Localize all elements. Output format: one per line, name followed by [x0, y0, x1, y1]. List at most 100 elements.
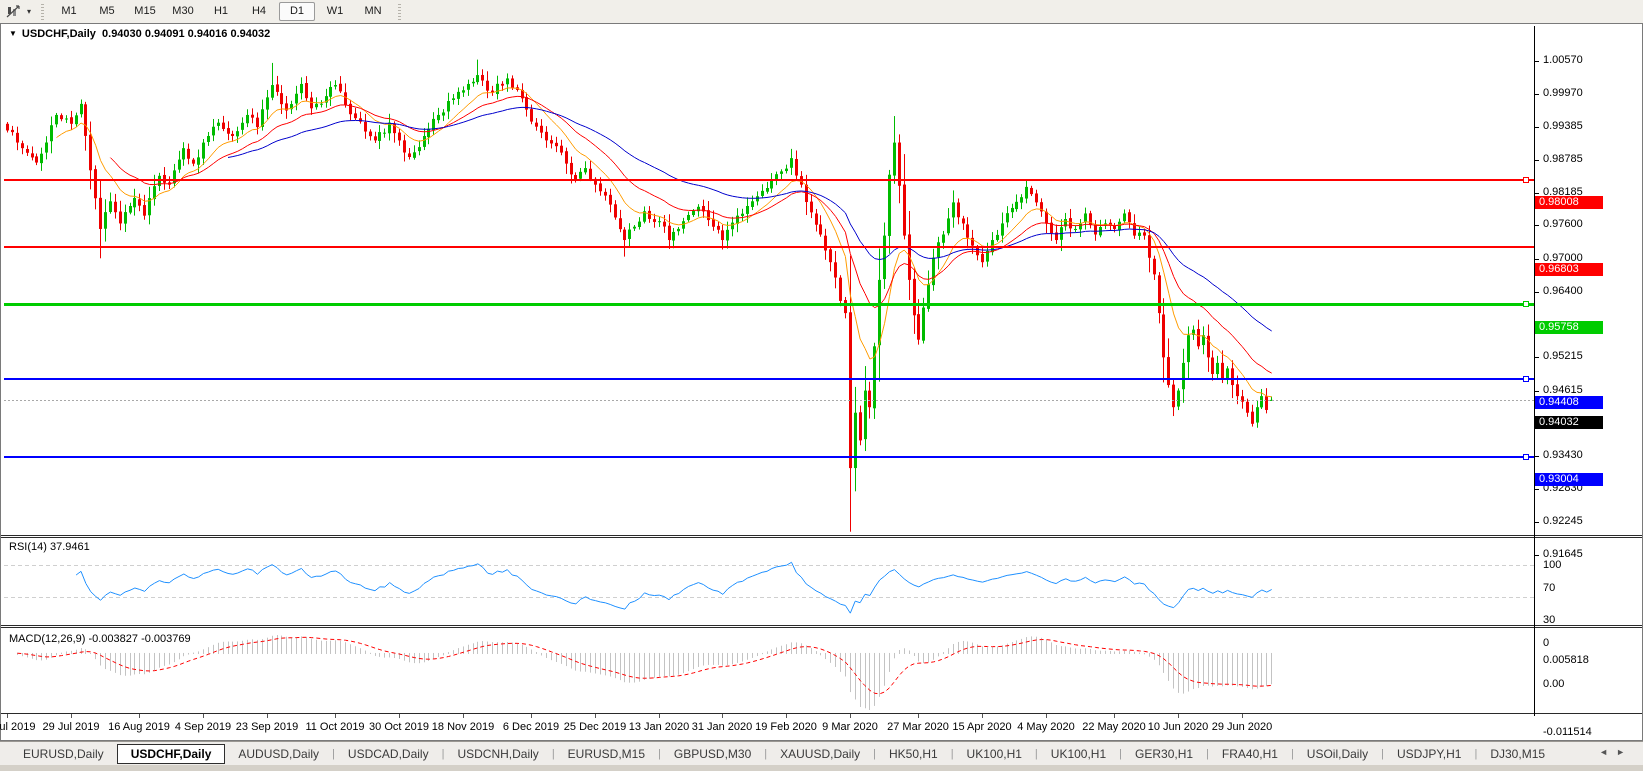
date-axis-tick-mark: [139, 714, 140, 718]
date-axis-label: 30 Oct 2019: [369, 721, 429, 733]
tab-separator: |: [1381, 747, 1384, 760]
price-line-badge: 0.95758: [1535, 321, 1603, 334]
date-axis-tick-mark: [267, 714, 268, 718]
price-axis-tick: 0.95215: [1543, 350, 1583, 362]
price-axis-tick-mark: [1534, 456, 1539, 457]
price-axis-tick-mark: [1534, 193, 1539, 194]
date-axis-label: 23 Sep 2019: [235, 721, 299, 733]
rsi-axis-label: 70: [1543, 582, 1556, 594]
chart-ohlc-values: 0.94030 0.94091 0.94016 0.94032: [102, 28, 271, 40]
rsi-axis-label: 100: [1543, 559, 1562, 571]
date-axis-tick-mark: [918, 714, 919, 718]
charts-toolbar-icon-glyph: [6, 4, 20, 17]
chart-tab-USDCHF-Daily[interactable]: USDCHF,Daily: [116, 743, 226, 764]
macd-axis-label: -0.011514: [1543, 726, 1592, 738]
price-axis-tick-mark: [1534, 489, 1539, 490]
chart-tab-UK100-H1[interactable]: UK100,H1: [966, 746, 1022, 761]
chart-tab-USDCAD-Daily[interactable]: USDCAD,Daily: [347, 746, 429, 761]
date-axis-label: 22 May 2020: [1082, 721, 1146, 733]
chart-tab-GER30-H1[interactable]: GER30,H1: [1135, 746, 1194, 761]
date-axis-label: 29 Jun 2020: [1211, 721, 1273, 733]
chart-title: ▼ USDCHF,Daily 0.94030 0.94091 0.94016 0.…: [9, 28, 270, 40]
price-axis-tick: 0.98785: [1543, 153, 1583, 165]
date-axis-label: 25 Dec 2019: [563, 721, 627, 733]
timeframe-button-H1[interactable]: H1: [213, 5, 229, 17]
price-axis-tick-mark: [1534, 160, 1539, 161]
tab-scroll-left-icon[interactable]: ◄: [1599, 747, 1617, 757]
chart-symbol: USDCHF,Daily: [21, 28, 96, 40]
chart-tab-GBPUSD-M30[interactable]: GBPUSD,M30: [673, 746, 752, 761]
price-axis-tick: 0.96400: [1543, 285, 1583, 297]
tab-separator: |: [658, 747, 661, 760]
panel-separator[interactable]: [1, 535, 1642, 538]
price-axis-tick: 1.00570: [1543, 54, 1583, 66]
chart-tab-FRA40-H1[interactable]: FRA40,H1: [1221, 746, 1278, 761]
date-axis-label: 4 May 2020: [1017, 721, 1075, 733]
date-axis-tick-mark: [1178, 714, 1179, 718]
chart-tab-UK100-H1[interactable]: UK100,H1: [1050, 746, 1107, 761]
price-axis-tick-mark: [1534, 555, 1539, 556]
date-axis-tick-mark: [203, 714, 204, 718]
timeframe-button-M30[interactable]: M30: [172, 5, 194, 17]
timeframe-button-group: M1 M5 M15 M30 H1 H4 D1 W1 MN: [50, 2, 392, 21]
timeframe-button-H4[interactable]: H4: [251, 5, 267, 17]
rsi-panel-canvas[interactable]: [4, 538, 1534, 625]
tab-separator: |: [764, 747, 768, 760]
dropdown-caret-icon[interactable]: ▾: [26, 7, 31, 16]
date-axis-tick-mark: [463, 714, 464, 718]
date-axis-tick-mark: [722, 714, 723, 718]
main-chart-canvas[interactable]: [4, 26, 1534, 535]
price-axis-tick: 0.91645: [1543, 548, 1583, 560]
panel-separator[interactable]: [1, 625, 1642, 628]
toolbar-grip[interactable]: [398, 3, 401, 20]
timeframe-button-M15[interactable]: M15: [134, 5, 156, 17]
chart-menu-icon[interactable]: ▼: [9, 29, 17, 38]
chart-tab-HK50-H1[interactable]: HK50,H1: [888, 746, 938, 761]
tab-separator: |: [873, 747, 876, 760]
tab-separator: |: [1290, 747, 1294, 760]
price-line-badge: 0.96803: [1535, 263, 1603, 276]
date-axis-label: 9 Mar 2020: [822, 721, 878, 733]
macd-axis-label: 0.00: [1543, 678, 1565, 690]
timeframe-button-W1[interactable]: W1: [326, 5, 344, 17]
tab-separator: |: [1206, 747, 1209, 760]
macd-panel-canvas[interactable]: [4, 629, 1534, 713]
price-axis-tick-mark: [1534, 225, 1539, 226]
timeframe-button-M1[interactable]: M1: [61, 5, 77, 17]
chart-tab-EURUSD-Daily[interactable]: EURUSD,Daily: [23, 746, 104, 761]
charts-toolbar-icon[interactable]: [3, 3, 23, 21]
toolbar-grip[interactable]: [41, 3, 44, 20]
chart-tab-USDCNH-Daily[interactable]: USDCNH,Daily: [457, 746, 539, 761]
chart-tab-USDJPY-H1[interactable]: USDJPY,H1: [1397, 746, 1462, 761]
price-axis-tick-mark: [1534, 391, 1539, 392]
tab-scroll-right-icon[interactable]: ►: [1616, 747, 1633, 757]
price-line-badge: 0.94408: [1535, 396, 1603, 409]
date-axis-label: 27 Mar 2020: [887, 721, 949, 733]
chart-tab-USOil-Daily[interactable]: USOil,Daily: [1306, 746, 1369, 761]
timeframe-button-MN[interactable]: MN: [364, 5, 382, 17]
date-axis-label: 4 Sep 2019: [174, 721, 232, 733]
price-axis-tick: 0.93430: [1543, 449, 1583, 461]
chart-tab-AUDUSD-Daily[interactable]: AUDUSD,Daily: [238, 746, 320, 761]
timeframe-button-M5[interactable]: M5: [99, 5, 115, 17]
date-axis-tick-mark: [982, 714, 983, 718]
date-axis-tick-mark: [659, 714, 660, 718]
chart-tab-XAUUSD-Daily[interactable]: XAUUSD,Daily: [780, 746, 861, 761]
price-line-badge: 0.98008: [1535, 196, 1603, 209]
date-axis-label: 11 Oct 2019: [305, 721, 365, 733]
tab-scroll-arrows[interactable]: ◄►: [1599, 747, 1633, 757]
macd-indicator-label: MACD(12,26,9) -0.003827 -0.003769: [9, 633, 191, 645]
chart-tab-DJ30-M15[interactable]: DJ30,M15: [1490, 746, 1546, 761]
date-axis-label: 13 Jan 2020: [628, 721, 690, 733]
price-axis-tick: 0.97600: [1543, 218, 1583, 230]
chart-tab-EURUSD-M15[interactable]: EURUSD,M15: [567, 746, 646, 761]
date-axis-label: 19 Feb 2020: [755, 721, 817, 733]
timeframe-button-D1[interactable]: D1: [279, 2, 315, 21]
price-line-badge: 0.93004: [1535, 473, 1603, 486]
price-axis-tick-mark: [1534, 94, 1539, 95]
price-axis-line: [1534, 26, 1535, 716]
date-axis-label: 18 Nov 2019: [431, 721, 495, 733]
date-axis-tick-mark: [1114, 714, 1115, 718]
toolbar: ▾ M1 M5 M15 M30 H1 H4 D1 W1 MN: [0, 0, 1643, 24]
tab-separator: |: [1034, 747, 1038, 760]
